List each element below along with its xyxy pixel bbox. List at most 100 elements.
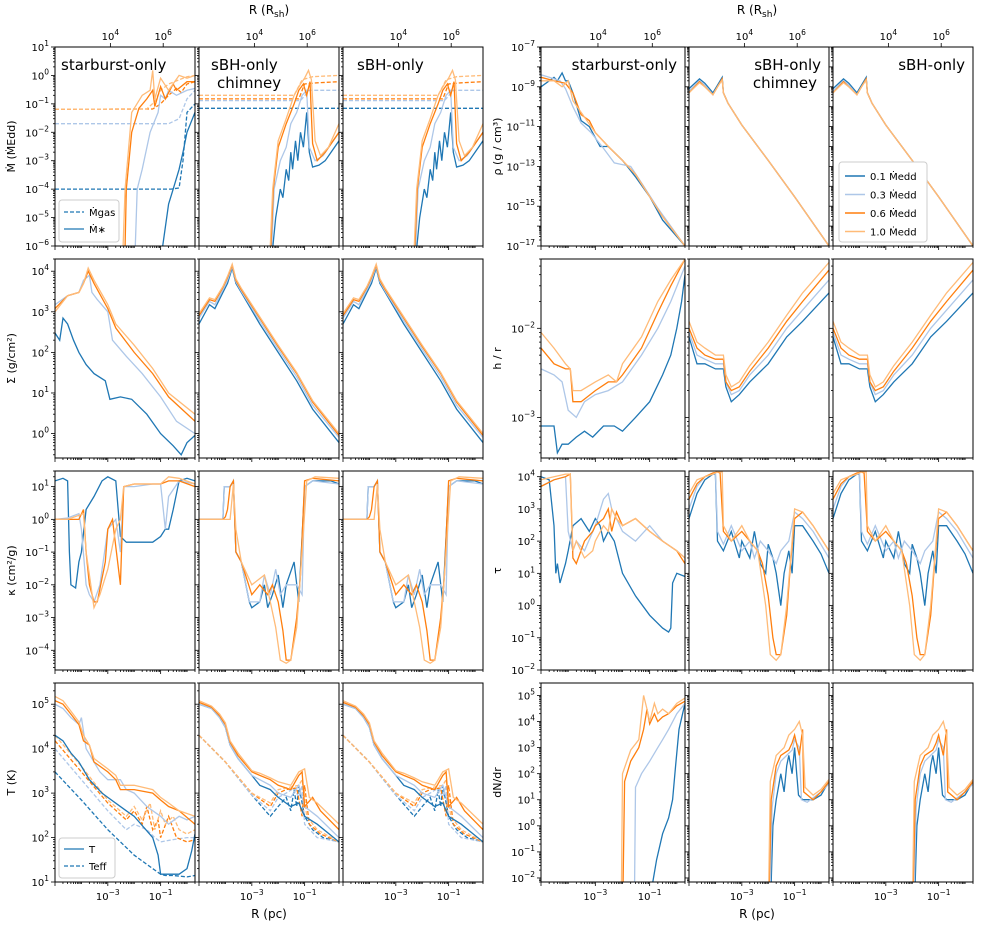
y-tick-label: 10−9 xyxy=(511,79,535,94)
series-line-c06-solid xyxy=(912,729,973,882)
legend-mdot: Ṁgas Ṁ∗ xyxy=(58,199,120,243)
series-line-c06-dashed xyxy=(55,81,195,110)
series-line-c01-dashed xyxy=(199,734,339,843)
series-group xyxy=(199,261,339,444)
column-title: sBH-only xyxy=(754,56,821,74)
series-group xyxy=(343,476,483,665)
panel-dndr-3: 10−3 10−1 xyxy=(829,682,974,903)
x-tick-label: 10−1 xyxy=(638,888,662,903)
top-x-tick-label: 104 xyxy=(246,28,264,43)
legend-label: 0.6 Ṁedd xyxy=(870,207,917,220)
top-x-tick-label: 104 xyxy=(390,28,408,43)
legend-label: 1.0 Ṁedd xyxy=(870,226,917,239)
y-tick-label: 102 xyxy=(31,344,49,359)
panel-frame xyxy=(832,470,974,671)
series-line-c01-solid xyxy=(162,112,195,246)
y-axis-label: Σ (g/cm²) xyxy=(5,333,18,384)
column-title: starburst-only xyxy=(61,56,166,74)
series-line-c10-solid xyxy=(55,476,195,611)
y-axis-label: κ (cm²/g) xyxy=(5,545,18,595)
panel-frame xyxy=(198,470,340,671)
top-x-tick-label: 106 xyxy=(644,28,662,43)
panel-rho-1: 10−7 10−9 10−11 10−13 10−15 10−17 ρ (g / cm³) 1… xyxy=(491,28,686,253)
series-line-c10-solid xyxy=(912,719,973,882)
series-line-c03-dashed xyxy=(343,734,483,843)
series-line-c03-solid xyxy=(415,88,483,246)
series-line-c03-solid xyxy=(199,478,339,603)
series-line-c06-solid xyxy=(541,473,685,566)
panel-frame xyxy=(54,258,196,459)
panel-mdot-3: 104 106 sBH-only xyxy=(339,28,484,250)
y-tick-label: 10−2 xyxy=(511,320,535,335)
series-line-c10-solid xyxy=(269,68,339,246)
series-group xyxy=(199,476,339,665)
bottom-axis-label-right: R (pc) xyxy=(739,907,775,921)
series-line-c06-solid xyxy=(55,700,195,825)
top-x-tick-label: 104 xyxy=(102,28,120,43)
series-group xyxy=(541,473,685,634)
panel-sigma-1: 104 103 102 101 100 Σ (g/cm²) xyxy=(5,258,196,462)
series-group xyxy=(55,266,195,456)
series-line-c01-solid xyxy=(541,71,685,246)
panel-hr-3 xyxy=(829,258,974,462)
y-tick-label: 10−11 xyxy=(506,119,535,134)
y-tick-label: 101 xyxy=(517,565,535,580)
column-title: chimney xyxy=(217,74,281,92)
y-tick-label: 10−2 xyxy=(511,870,535,885)
panel-frame xyxy=(198,258,340,459)
legend-rates: 0.1 Ṁedd 0.3 Ṁedd 0.6 Ṁedd 1.0 Ṁedd xyxy=(838,161,928,243)
top-x-tick-label: 104 xyxy=(589,28,607,43)
series-line-c01-solid xyxy=(689,292,829,403)
series-line-c03-dashed xyxy=(55,748,195,843)
series-group xyxy=(541,71,685,246)
top-axis-label-right: R (Rsh) xyxy=(737,3,777,20)
y-tick-label: 104 xyxy=(517,469,535,484)
y-tick-label: 101 xyxy=(31,479,49,494)
series-line-c03-dashed xyxy=(199,734,339,843)
panel-sigma-2 xyxy=(195,258,340,462)
y-tick-label: 102 xyxy=(517,766,535,781)
series-group xyxy=(689,261,829,403)
top-x-tick-label: 106 xyxy=(788,28,806,43)
series-line-c10-dashed xyxy=(55,74,195,110)
y-tick-label: 103 xyxy=(31,785,49,800)
y-tick-label: 10−17 xyxy=(506,238,535,253)
y-tick-label: 10−7 xyxy=(511,39,535,54)
series-line-c01-solid xyxy=(199,265,339,444)
series-line-c01-solid xyxy=(833,473,973,606)
series-line-c06-solid xyxy=(124,81,195,246)
series-group xyxy=(55,695,195,878)
legend-temperature: T Teff xyxy=(58,837,116,879)
series-line-c03-solid xyxy=(55,703,195,826)
series-group xyxy=(55,70,195,246)
x-tick-label: 10−3 xyxy=(384,888,408,903)
panel-frame xyxy=(54,682,196,883)
panel-frame xyxy=(198,682,340,883)
series-line-c01-solid xyxy=(652,703,685,882)
x-tick-label: 10−3 xyxy=(730,888,754,903)
bottom-axis-label-left: R (pc) xyxy=(251,907,287,921)
x-tick-label: 10−3 xyxy=(96,888,120,903)
series-line-c01-solid xyxy=(55,476,195,590)
legend-box xyxy=(58,837,116,879)
series-line-c06-dashed xyxy=(343,734,483,843)
top-x-tick-label: 106 xyxy=(932,28,950,43)
y-tick-label: 105 xyxy=(517,687,535,702)
y-tick-label: 10−1 xyxy=(25,96,49,111)
x-tick-label: 10−3 xyxy=(240,888,264,903)
panel-mdot-1: 101 100 10−1 10−2 10−3 10−4 10−5 10−6 Ṁ (ṀEdd) 10… xyxy=(5,28,196,253)
series-line-c03-solid xyxy=(769,737,829,882)
series-line-c10-solid xyxy=(343,261,483,435)
series-line-c06-solid xyxy=(199,477,339,661)
series-line-c01-solid xyxy=(416,112,483,246)
panel-dndr-1: 105 104 103 102 101 100 10−1 10−2 dN/dr 10−3 10−1 xyxy=(491,682,686,903)
series-line-c06-solid xyxy=(343,701,483,831)
series-line-c01-solid xyxy=(55,734,195,875)
series-line-c06-dashed xyxy=(199,81,339,100)
panel-tau-2 xyxy=(685,470,830,674)
series-line-c03-solid xyxy=(541,475,685,559)
legend-label: Teff xyxy=(88,862,108,873)
